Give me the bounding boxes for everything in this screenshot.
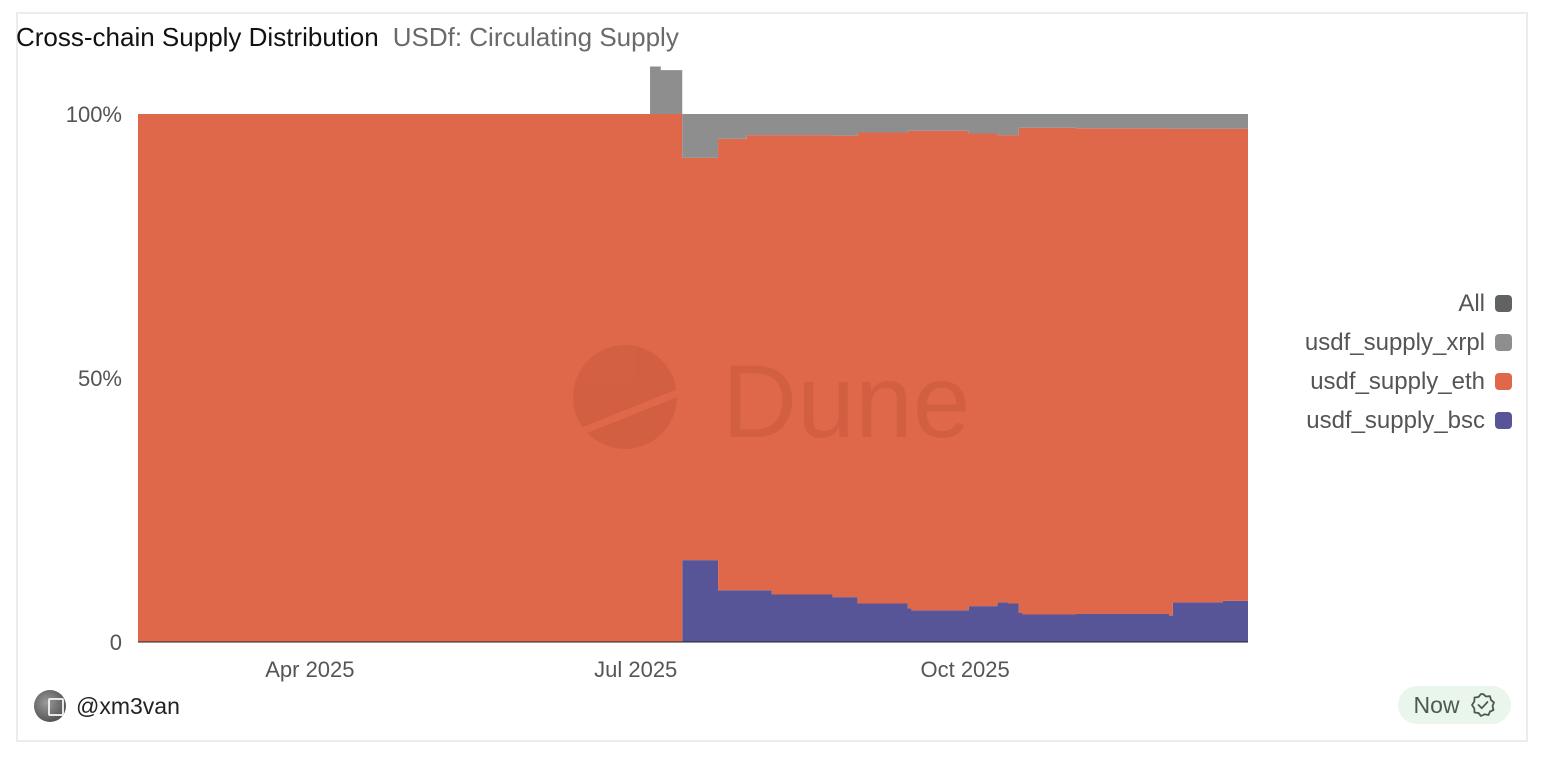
y-axis-ticks: 0 50% 100%	[66, 102, 122, 655]
dune-watermark-text: Dune	[722, 344, 971, 460]
chart-legend: All usdf_supply_xrpl usdf_supply_eth usd…	[1305, 284, 1512, 440]
legend-swatch	[1495, 412, 1512, 429]
legend-label: usdf_supply_bsc	[1306, 406, 1485, 434]
chart-areas	[138, 66, 1248, 642]
y-tick-label: 50%	[78, 366, 122, 391]
series-area-usdf_supply_bsc[interactable]	[138, 560, 1248, 642]
y-tick-label: 100%	[66, 102, 122, 127]
x-tick-label: Oct 2025	[920, 657, 1009, 682]
x-tick-label: Apr 2025	[265, 657, 354, 682]
legend-item-eth[interactable]: usdf_supply_eth	[1305, 362, 1512, 401]
legend-label: usdf_supply_eth	[1310, 367, 1485, 395]
legend-item-xrpl[interactable]: usdf_supply_xrpl	[1305, 323, 1512, 362]
legend-swatch	[1495, 334, 1512, 351]
author-username: @xm3van	[76, 692, 180, 719]
legend-item-bsc[interactable]: usdf_supply_bsc	[1305, 401, 1512, 440]
author-link[interactable]: @xm3van	[34, 690, 180, 722]
freshness-label: Now	[1413, 691, 1460, 718]
y-tick-label: 0	[110, 630, 122, 655]
legend-item-all[interactable]: All	[1305, 284, 1512, 323]
chart-subtitle: USDf: Circulating Supply	[392, 22, 679, 52]
legend-label: usdf_supply_xrpl	[1304, 328, 1485, 356]
legend-label: All	[1458, 289, 1485, 317]
user-avatar	[34, 690, 66, 722]
chart-header: Cross-chain Supply Distribution USDf: Cir…	[16, 22, 679, 53]
x-tick-label: Jul 2025	[594, 657, 677, 682]
series-area-usdf_supply_xrpl[interactable]	[138, 66, 1248, 158]
dune-watermark: Dune	[573, 344, 971, 460]
dune-logo-slash	[578, 388, 682, 436]
series-area-usdf_supply_eth[interactable]	[138, 114, 1248, 642]
x-axis-ticks: Apr 2025 Jul 2025 Oct 2025	[265, 657, 1010, 682]
legend-swatch	[1495, 373, 1512, 390]
verified-check-icon	[1470, 693, 1495, 717]
freshness-badge[interactable]: Now	[1398, 686, 1511, 724]
chart-title: Cross-chain Supply Distribution	[16, 22, 379, 52]
legend-swatch	[1495, 295, 1512, 312]
